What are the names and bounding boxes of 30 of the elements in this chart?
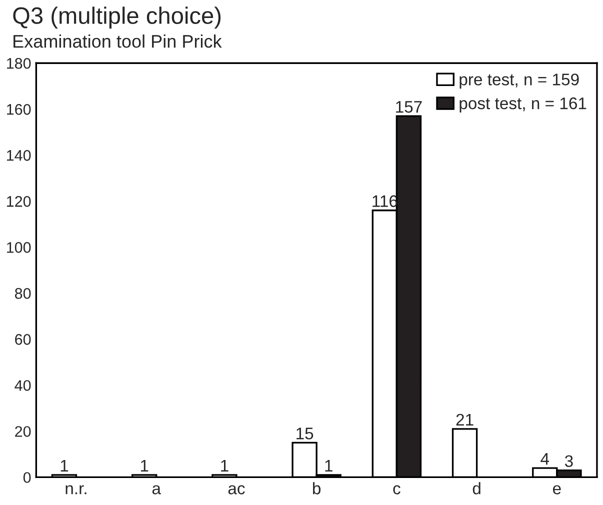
data-label: 1 [221,460,228,472]
data-label: 15 [296,428,314,440]
x-tick-label: d [472,482,480,494]
data-label: 157 [396,101,422,113]
data-label: 1 [60,460,68,472]
y-tick-label: 100 [6,242,31,253]
y-tick-label: 40 [14,380,31,391]
y-tick-label: 160 [6,104,31,115]
y-tick-label: 20 [15,426,31,437]
legend-label: pre test, n = 159 [460,74,579,89]
x-tick-label: n.r. [66,485,86,494]
chart-title: Q3 (multiple choice) [13,6,221,29]
y-tick-label: 180 [6,58,31,69]
y-tick-label: 60 [15,334,31,345]
data-label: 1 [140,460,148,472]
x-tick-label: c [393,485,400,494]
x-tick-label: e [552,485,561,494]
chart-subtitle: Examination tool Pin Prick [14,34,222,48]
data-label: 4 [540,453,550,465]
data-label: 3 [564,455,573,468]
y-tick-label: 120 [6,196,31,207]
y-tick-label: 0 [23,472,31,483]
x-tick-label: a [152,485,161,494]
data-label: 1 [325,460,332,472]
x-tick-label: ac [228,485,245,494]
legend-label: post test, n = 161 [460,97,586,113]
x-tick-label: b [313,482,321,494]
y-tick-label: 140 [6,150,31,161]
y-tick-label: 80 [14,288,31,299]
data-label: 21 [456,414,474,426]
